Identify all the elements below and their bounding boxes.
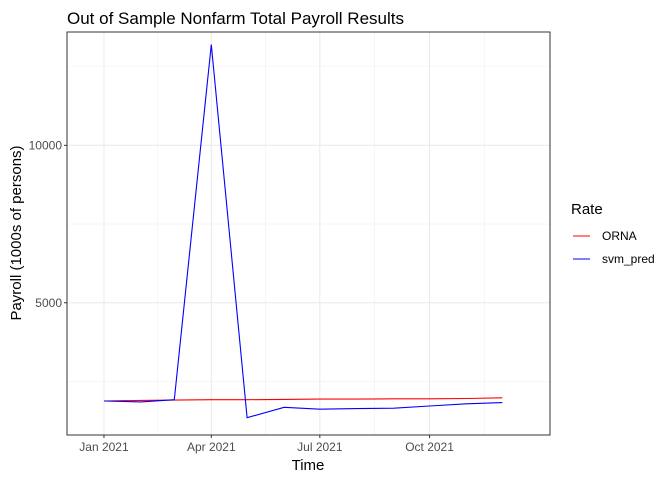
plot-panel-background <box>67 32 550 435</box>
grid-major <box>67 32 550 435</box>
x-axis-ticks: Jan 2021 Apr 2021 Jul 2021 Oct 2021 <box>79 435 454 454</box>
series-lines <box>103 44 503 419</box>
legend-label-svm_pred: svm_pred <box>602 252 655 266</box>
x-tick-label: Jan 2021 <box>79 440 129 454</box>
x-tick-label: Apr 2021 <box>187 440 236 454</box>
x-axis-label: Time <box>292 457 325 474</box>
plot-panel-border <box>66 31 551 436</box>
y-axis-ticks: 5000 10000 <box>29 138 67 310</box>
chart-title: Out of Sample Nonfarm Total Payroll Resu… <box>67 9 404 28</box>
y-tick-label: 5000 <box>35 296 62 310</box>
x-tick-label: Oct 2021 <box>405 440 454 454</box>
grid-minor <box>67 32 550 435</box>
x-tick-label: Jul 2021 <box>297 440 343 454</box>
y-tick-label: 10000 <box>29 138 63 152</box>
y-axis-label: Payroll (1000s of persons) <box>8 145 25 320</box>
legend-title: Rate <box>571 201 603 218</box>
legend-label-ORNA: ORNA <box>602 229 637 243</box>
series-line-svm_pred <box>103 44 503 419</box>
legend: Rate ORNA svm_pred <box>571 201 655 266</box>
legend-items: ORNA svm_pred <box>573 229 655 266</box>
